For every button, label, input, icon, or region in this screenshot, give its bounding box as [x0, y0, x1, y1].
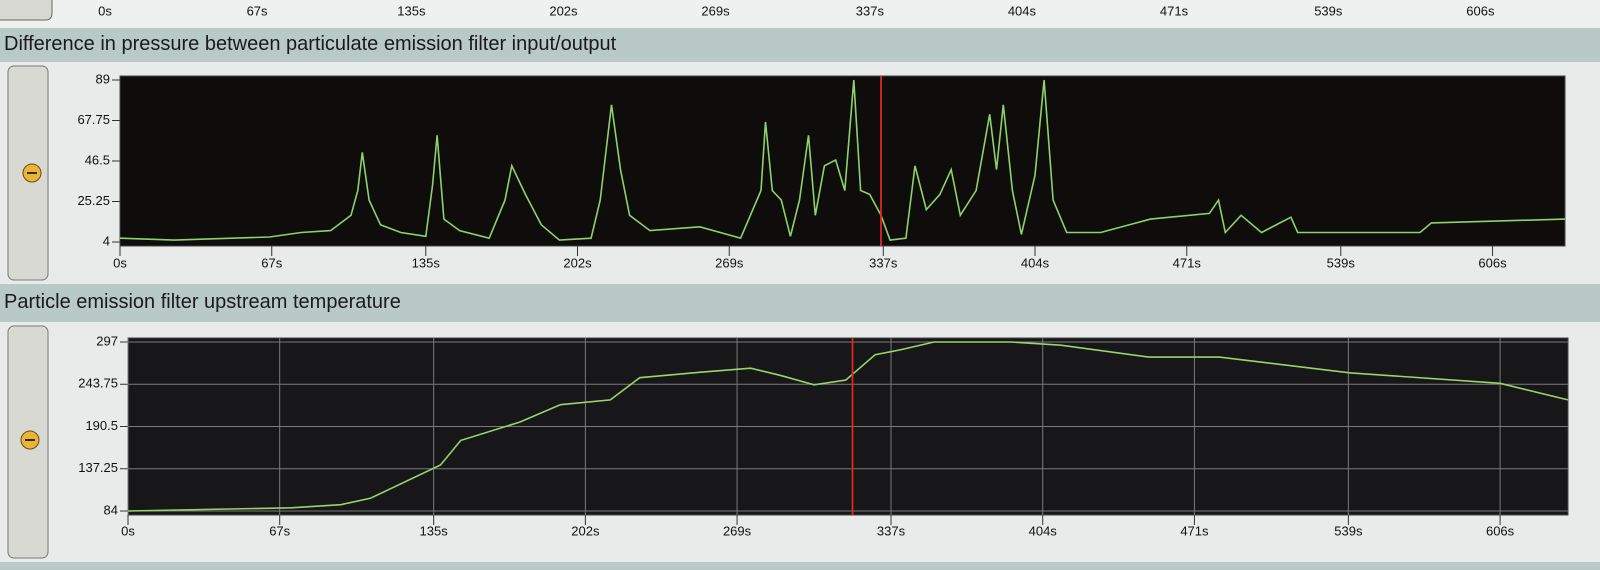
x-tick-label: 202s: [571, 523, 600, 538]
x-tick-label: 202s: [549, 3, 578, 18]
y-tick-label: 137.25: [78, 460, 118, 475]
x-tick-label: 0s: [113, 255, 127, 270]
x-tick-label: 0s: [121, 523, 135, 538]
chart-title: Difference in pressure between particula…: [4, 33, 617, 55]
x-tick-label: 135s: [397, 3, 426, 18]
data-line: [119, 79, 1566, 241]
x-tick-label: 0s: [98, 3, 112, 18]
panel-button[interactable]: [0, 0, 53, 21]
y-tick-label: 243.75: [78, 376, 118, 391]
x-tick-label: 67s: [247, 3, 268, 18]
y-tick-label: 190.5: [85, 418, 118, 433]
x-tick-label: 67s: [269, 523, 290, 538]
x-tick-label: 337s: [856, 3, 885, 18]
x-tick-label: 471s: [1180, 523, 1209, 538]
x-tick-label: 269s: [723, 523, 752, 538]
x-tick-label: 539s: [1327, 255, 1356, 270]
x-tick-label: 404s: [1029, 523, 1058, 538]
y-tick-label: 297: [96, 333, 118, 348]
x-tick-label: 471s: [1160, 3, 1189, 18]
y-tick-label: 84: [104, 502, 118, 517]
x-tick-label: 337s: [877, 523, 906, 538]
x-tick-label: 539s: [1334, 523, 1363, 538]
y-tick-label: 89: [96, 71, 110, 86]
x-tick-label: 135s: [412, 255, 441, 270]
x-tick-label: 67s: [261, 255, 282, 270]
x-tick-label: 337s: [869, 255, 898, 270]
y-tick-label: 46.5: [85, 152, 110, 167]
x-tick-label: 471s: [1173, 255, 1202, 270]
top-strip: [0, 0, 1600, 28]
x-tick-label: 606s: [1478, 255, 1507, 270]
x-tick-label: 269s: [701, 3, 730, 18]
data-line: [127, 341, 1569, 512]
x-tick-label: 606s: [1466, 3, 1495, 18]
x-tick-label: 135s: [420, 523, 449, 538]
chart-title: Particle emission filter upstream temper…: [4, 291, 401, 313]
y-tick-label: 25.25: [77, 193, 110, 208]
x-tick-label: 606s: [1486, 523, 1515, 538]
x-tick-label: 269s: [715, 255, 744, 270]
y-tick-label: 4: [103, 233, 110, 248]
x-tick-label: 539s: [1314, 3, 1343, 18]
x-tick-label: 404s: [1008, 3, 1037, 18]
y-tick-label: 67.75: [77, 112, 110, 127]
plot-area: [119, 75, 1566, 247]
x-tick-label: 404s: [1021, 255, 1050, 270]
x-tick-label: 202s: [563, 255, 592, 270]
